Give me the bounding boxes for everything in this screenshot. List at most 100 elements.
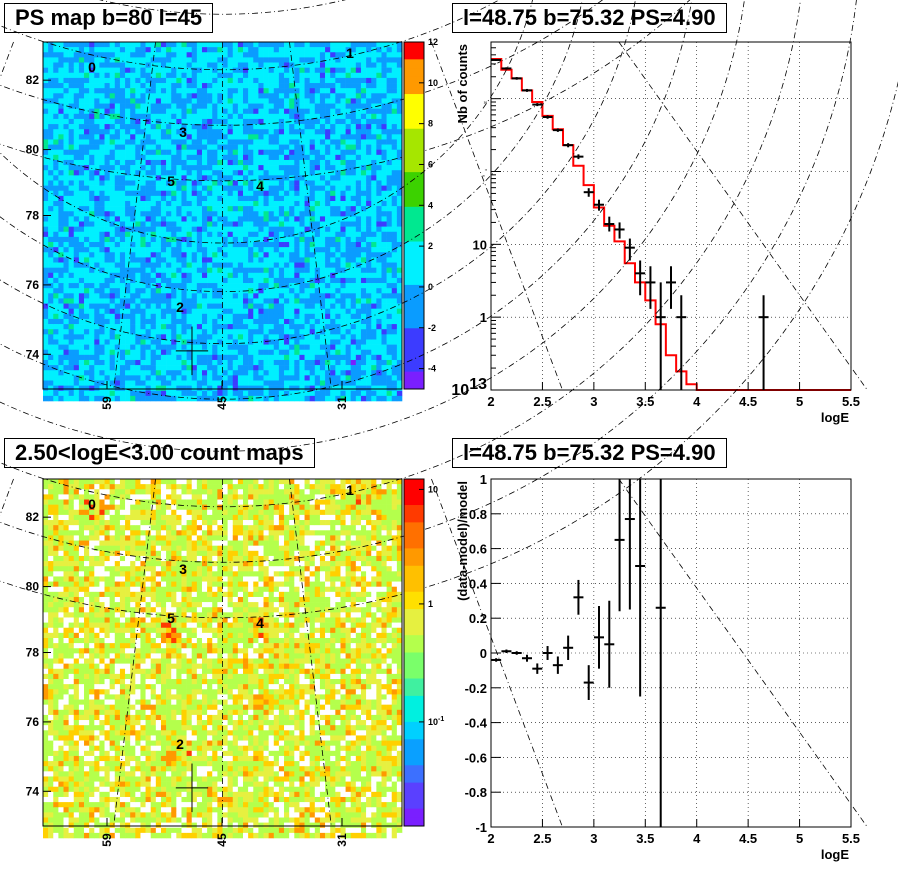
ps-map-colorbar-label: -4	[428, 364, 436, 374]
residual-data-point	[635, 479, 646, 697]
ps-map-colorbar-label: 2	[428, 241, 433, 251]
ps-map-colorbar-label: -2	[428, 323, 436, 333]
spectrum-y-tick-label: 10	[473, 237, 487, 252]
residual-y-tick-label: 0	[480, 646, 487, 661]
spectrum-data-point	[645, 266, 656, 309]
ps-map-source-label: 2	[176, 299, 184, 315]
count-map-y-tick-label: 80	[26, 580, 40, 594]
ps-map-x-tick-label: 45	[215, 396, 229, 410]
spectrum-data-point	[614, 222, 625, 239]
count-map-latitude-arc	[0, 0, 583, 292]
ps-map-longitude-line	[618, 41, 867, 390]
spectrum-y-tick-label: 1013	[451, 376, 487, 399]
count-map-x-tick-label: 45	[215, 833, 229, 847]
residual-data-point	[604, 600, 615, 688]
spectrum-y-axis-label: Nb of counts	[455, 44, 470, 123]
spectrum-data-point	[655, 282, 666, 390]
residual-data-point	[532, 663, 543, 674]
ps-map-colorbar-label: 10	[428, 78, 438, 88]
residual-x-tick-label: 3.5	[636, 831, 654, 846]
residual-y-tick-label: -0.2	[465, 681, 487, 696]
ps-map-colorbar-label: 4	[428, 200, 433, 210]
residual-x-axis-label: logE	[821, 847, 849, 862]
spectrum-data-point	[594, 199, 604, 211]
spectrum-data-point	[604, 216, 615, 232]
spectrum-plot: 22.533.544.555.5101311010131013logENb of…	[451, 41, 860, 425]
residual-data-point	[573, 579, 584, 615]
residual-x-tick-label: 5.5	[842, 831, 860, 846]
spectrum-data-point	[511, 77, 522, 80]
count-map-latitude-arc	[0, 0, 636, 345]
spectrum-data-point	[522, 88, 532, 92]
ps-map-longitude-line	[289, 41, 332, 390]
ps-map-y-tick-label: 78	[26, 209, 40, 223]
residual-data-point	[552, 656, 563, 674]
residual-data-point	[522, 654, 532, 662]
count-map-longitude-line	[289, 478, 332, 827]
count-map-y-tick-label: 76	[26, 715, 40, 729]
spectrum-data-point	[542, 115, 553, 119]
residual-y-tick-label: 0.8	[469, 507, 487, 522]
ps-map-longitude-line	[431, 41, 563, 390]
ps-map-source-label: 4	[256, 178, 264, 194]
residual-data-point	[655, 479, 666, 827]
spectrum-x-tick-label: 4	[693, 394, 701, 409]
spectrum-data-point	[676, 295, 687, 390]
count-map-colorbar-label: 10-1	[428, 716, 444, 727]
residual-x-tick-label: 4.5	[739, 831, 757, 846]
residual-data-point	[542, 646, 553, 660]
count-map-colorbar-label: 10	[428, 484, 438, 494]
count-map-latitude-arc	[0, 0, 745, 452]
count-map-x-tick-label: 31	[335, 833, 349, 847]
residual-data-point	[491, 658, 502, 662]
count-map-source-label: 4	[256, 615, 264, 631]
residual-plot: 2 2.5 3 3.5 4 4.5 5 5.5 1 0.8 0.6 0.4 0.2 0 -0.2 -0.4 -0…	[455, 472, 860, 862]
count-map-source-label: 3	[179, 561, 187, 577]
spectrum-x-tick-label: 2.5	[533, 394, 551, 409]
residual-x-tick-label: 2.5	[533, 831, 551, 846]
count-map-y-tick-label: 82	[26, 510, 40, 524]
ps-map-colorbar-label: 12	[428, 37, 438, 47]
residual-data-point	[563, 635, 574, 660]
ps-map-y-tick-label: 82	[26, 73, 40, 87]
map-title-top: PS map b=80 l=45	[4, 3, 214, 33]
spectrum-frame	[490, 41, 852, 391]
ps-map-longitude-line	[113, 41, 156, 390]
residual-data-point	[624, 479, 635, 610]
ps-map-source-label: 5	[167, 173, 175, 189]
spectrum-data-point	[501, 67, 512, 70]
count-map-source-label: 2	[176, 736, 184, 752]
spectrum-y-tick-label: 1013	[484, 101, 488, 105]
count-map-source-label: 1	[346, 482, 354, 498]
residual-x-tick-label: 3	[590, 831, 597, 846]
spectrum-y-tick-label: 1	[480, 310, 487, 325]
residual-title: l=48.75 b=75.32 PS=4.90	[452, 438, 727, 468]
ps-map-x-tick-label: 59	[100, 396, 114, 410]
map-title-bottom: 2.50<logE<3.00 count maps	[4, 438, 315, 468]
ps-map-y-tick-label: 80	[26, 143, 40, 157]
ps-map-source-label: 0	[88, 59, 96, 75]
spectrum-x-tick-label: 5	[796, 394, 803, 409]
count-map-latitude-arc	[0, 0, 693, 400]
ps-map-colorbar: 12 10 8 6 4 2 0 -2 -4	[403, 37, 438, 390]
spectrum-data-point	[583, 188, 594, 197]
residual-y-axis-label: (data-model)/model	[455, 481, 470, 601]
count-map-longitude-line	[0, 478, 14, 517]
count-map-longitude-line	[113, 478, 156, 827]
spectrum-data-point	[624, 238, 635, 261]
residual-y-tick-label: 0.4	[469, 576, 488, 591]
spectrum-data-point	[532, 103, 543, 107]
spectrum-data-point	[666, 266, 676, 309]
residual-data-point	[511, 651, 522, 655]
ps-map-latitude-arc	[99, 0, 346, 15]
count-map-source-label: 5	[167, 610, 175, 626]
residual-y-tick-label: 1	[480, 472, 487, 487]
count-map-latitude-arc	[0, 0, 533, 244]
spectrum-data-point	[635, 260, 646, 296]
spectrum-data-point	[563, 143, 574, 148]
residual-data-point	[594, 606, 604, 669]
count-map-colorbar-label: 1	[428, 599, 433, 609]
ps-map-source-label: 3	[179, 124, 187, 140]
